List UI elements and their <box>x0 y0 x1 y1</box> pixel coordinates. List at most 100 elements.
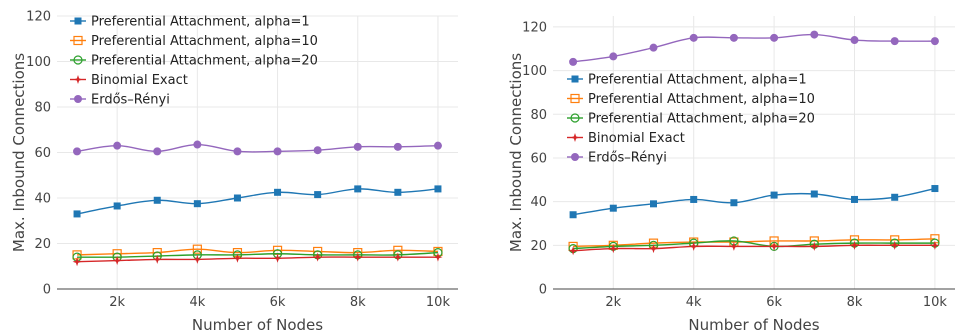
data-point <box>850 240 859 250</box>
x-tick-label: 8k <box>847 295 863 310</box>
x-tick-label: 6k <box>766 295 782 310</box>
data-point <box>153 196 161 204</box>
legend-swatch-marker <box>74 17 82 25</box>
legend-swatch-marker <box>571 153 579 161</box>
data-point <box>193 140 202 149</box>
y-tick-label: 0 <box>43 283 51 298</box>
data-point <box>354 185 362 193</box>
legend-item: Erdős–Rényi <box>567 151 667 166</box>
legend-item: Preferential Attachment, alpha=10 <box>70 34 318 49</box>
data-point <box>890 37 899 46</box>
data-point <box>930 240 940 250</box>
data-point <box>609 204 617 212</box>
x-tick-label: 10k <box>426 295 451 310</box>
data-point <box>153 147 162 156</box>
legend-item: Preferential Attachment, alpha=20 <box>567 112 815 127</box>
data-point <box>233 194 241 202</box>
legend-item: Binomial Exact <box>567 131 685 146</box>
y-axis-title: Max. Inbound Connections <box>10 53 28 252</box>
data-point <box>73 210 81 218</box>
series-line <box>573 244 935 252</box>
series-line <box>76 188 439 215</box>
data-point <box>433 141 442 150</box>
x-axis-title: Number of Nodes <box>688 316 819 334</box>
data-point <box>810 30 819 39</box>
series-5 <box>569 30 939 66</box>
legend-swatch-marker <box>73 75 83 84</box>
y-tick-label: 120 <box>26 10 51 25</box>
data-point <box>313 252 323 262</box>
legend-label: Preferential Attachment, alpha=20 <box>588 112 815 127</box>
x-tick-label: 2k <box>605 295 621 310</box>
y-tick-label: 40 <box>34 192 51 207</box>
data-point <box>770 33 779 42</box>
data-point <box>770 191 778 199</box>
data-point <box>890 240 900 250</box>
y-tick-label: 80 <box>530 108 547 123</box>
y-tick-label: 0 <box>539 283 547 298</box>
data-point <box>434 185 442 193</box>
legend-label: Preferential Attachment, alpha=10 <box>588 92 815 107</box>
legend-item: Erdős–Rényi <box>70 93 170 108</box>
data-point <box>73 147 82 156</box>
data-point <box>769 241 779 251</box>
legend-swatch-marker <box>571 75 579 83</box>
data-point <box>233 147 242 156</box>
legend-label: Erdős–Rényi <box>91 93 170 108</box>
legend-item: Preferential Attachment, alpha=1 <box>70 15 310 30</box>
y-axis-title: Max. Inbound Connections <box>507 53 525 252</box>
legend-label: Preferential Attachment, alpha=1 <box>91 15 310 30</box>
series-line <box>76 143 438 153</box>
legend-item: Binomial Exact <box>70 73 188 88</box>
data-point <box>274 188 282 196</box>
data-point <box>850 36 859 45</box>
y-tick-label: 20 <box>34 237 51 252</box>
data-point <box>891 193 899 201</box>
legend-label: Binomial Exact <box>91 73 188 88</box>
x-tick-label: 8k <box>350 295 366 310</box>
data-point <box>313 146 322 155</box>
data-point <box>729 241 739 251</box>
data-point <box>353 252 363 262</box>
series-line <box>77 256 438 263</box>
y-tick-label: 60 <box>530 151 547 166</box>
data-point <box>569 211 577 219</box>
legend-swatch-marker <box>570 113 580 123</box>
data-point <box>232 253 242 263</box>
data-point <box>353 142 362 151</box>
data-point <box>689 33 698 42</box>
x-tick-label: 10k <box>923 295 948 310</box>
chart-panel-1: 0 20 40 60 80 100 120 2k 4k 6k 8k 10k Number of Node… <box>10 10 458 334</box>
legend-label: Preferential Attachment, alpha=1 <box>588 73 807 88</box>
data-point <box>649 244 658 254</box>
y-tick-label: 120 <box>522 20 547 35</box>
data-point <box>192 244 202 254</box>
data-point <box>314 191 322 199</box>
data-point <box>569 57 578 66</box>
data-point <box>433 252 443 262</box>
x-tick-label: 4k <box>189 295 205 310</box>
data-point <box>730 199 738 207</box>
legend-swatch-marker <box>73 35 83 46</box>
series-1 <box>73 185 442 218</box>
x-axis-title: Number of Nodes <box>192 316 323 334</box>
data-point <box>72 257 82 267</box>
data-point <box>193 200 201 208</box>
series-2 <box>72 244 443 260</box>
data-point <box>394 188 402 196</box>
data-point <box>931 185 939 193</box>
legend-swatch-marker <box>74 95 82 103</box>
series-line <box>572 187 936 216</box>
series-line <box>573 240 935 250</box>
data-point <box>393 252 403 262</box>
x-tick-label: 4k <box>686 295 702 310</box>
data-point <box>113 202 121 210</box>
legend-label: Preferential Attachment, alpha=10 <box>91 34 318 49</box>
data-point <box>690 195 698 203</box>
legend-swatch-marker <box>73 55 83 65</box>
data-point <box>689 241 699 251</box>
data-point <box>568 246 578 256</box>
legend-item: Preferential Attachment, alpha=20 <box>70 54 318 69</box>
legend-swatch-marker <box>570 93 580 104</box>
